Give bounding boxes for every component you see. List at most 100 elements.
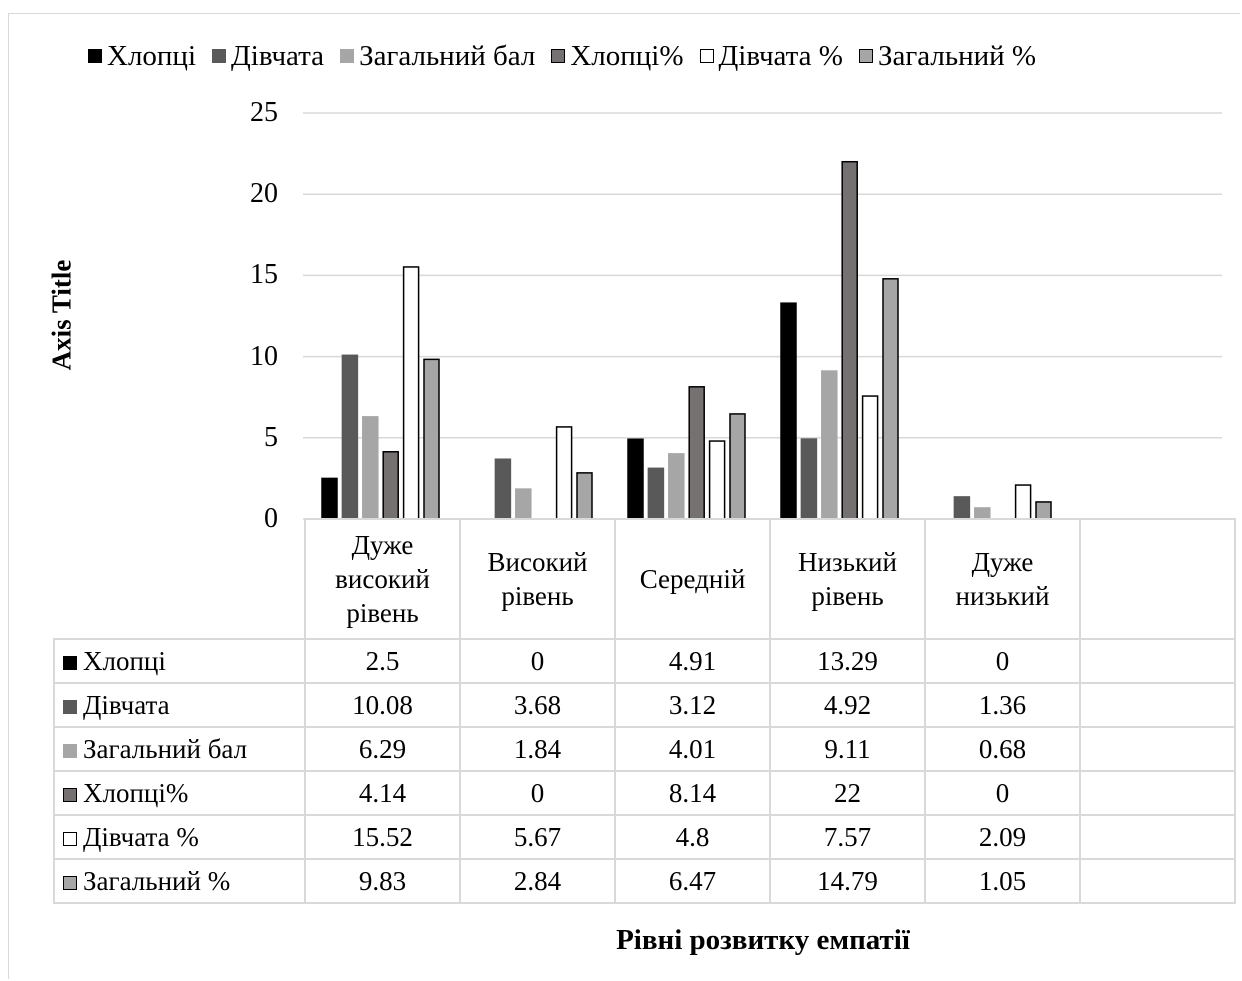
category-label: Низький рівень [769, 518, 926, 640]
row-label: Загальний % [83, 865, 231, 896]
table-row: Загальний бал 6.29 1.84 4.01 9.11 0.68 [53, 726, 1236, 772]
table-cell: 10.08 [304, 682, 461, 728]
legend-label: Загальний бал [359, 39, 536, 72]
legend-label: Хлопці% [570, 39, 684, 72]
x-axis-title: Рівні розвитку емпатії [616, 924, 910, 956]
empty-cell [1079, 858, 1236, 904]
chart-legend: Хлопці Дівчата Загальний бал Хлопці% Дівчата… [88, 38, 1052, 74]
table-cell: 22 [769, 770, 926, 816]
bar [780, 302, 797, 520]
table-cell: 2.5 [304, 638, 461, 684]
category-label-line: Низький [798, 547, 897, 577]
bar [402, 266, 420, 520]
y-tick-label: 20 [250, 178, 278, 210]
legend-item: Дівчата [212, 40, 324, 73]
row-header: Загальний % [53, 858, 306, 904]
legend-label: Хлопці [107, 39, 197, 72]
table-row: Хлопці% 4.14 0 8.14 22 0 [53, 770, 1236, 816]
bar [821, 370, 838, 520]
category-label-line: низький [955, 581, 1050, 611]
table-cell: 0 [459, 770, 616, 816]
bar [861, 395, 879, 520]
table-cell: 6.29 [304, 726, 461, 772]
legend-swatch [63, 744, 77, 759]
table-cell: 9.11 [769, 726, 926, 772]
chart-frame [8, 13, 1240, 979]
y-tick-label: 10 [250, 340, 278, 372]
table-cell: 9.83 [304, 858, 461, 904]
category-label-line: Дуже [971, 547, 1034, 577]
row-header: Дівчата % [53, 814, 306, 860]
table-cell: 2.84 [459, 858, 616, 904]
row-label: Дівчата % [83, 821, 199, 852]
category-label-line: Дуже [351, 530, 414, 560]
category-label-line: високий [335, 564, 430, 594]
table-corner [54, 519, 306, 640]
legend-swatch [551, 49, 566, 63]
table-cell: 4.8 [614, 814, 771, 860]
table-cell: 13.29 [769, 638, 926, 684]
row-label: Загальний бал [83, 733, 248, 764]
table-cell: 15.52 [304, 814, 461, 860]
data-table: Дуже високий рівень Високий рівень Середній Ни… [53, 518, 1236, 904]
bar [688, 386, 705, 520]
bar [953, 496, 971, 520]
bar [1035, 501, 1052, 520]
table-cell: 5.67 [459, 814, 616, 860]
empty-cell [1079, 638, 1236, 684]
bar [555, 426, 573, 520]
category-label: Високий рівень [459, 518, 616, 640]
bar [576, 472, 593, 520]
y-tick-label: 15 [250, 259, 278, 291]
bar [382, 451, 399, 520]
category-label-line: рівень [346, 598, 419, 628]
table-cell: 0 [924, 770, 1081, 816]
empty-cell [1079, 726, 1236, 772]
category-label: Середній [614, 518, 771, 640]
table-cell: 0 [459, 638, 616, 684]
row-label: Дівчата [83, 689, 170, 720]
table-cell: 4.91 [614, 638, 771, 684]
bar [362, 416, 379, 520]
bar [341, 354, 359, 520]
bar [841, 160, 858, 520]
row-label: Хлопці [83, 645, 166, 676]
table-cell: 1.36 [924, 682, 1081, 728]
legend-item: Хлопці% [551, 39, 684, 73]
legend-swatch [63, 656, 77, 671]
legend-swatch [63, 700, 77, 715]
category-label: Дуже низький [924, 518, 1081, 640]
table-cell: 2.09 [924, 814, 1081, 860]
bar [1014, 484, 1032, 520]
empty-cell [1079, 770, 1236, 816]
category-label-line: Середній [639, 564, 746, 594]
bar [627, 438, 644, 520]
table-row: Дівчата % 15.52 5.67 4.8 7.57 2.09 [53, 814, 1236, 860]
legend-swatch [63, 788, 77, 803]
legend-item: Хлопці [88, 40, 196, 73]
legend-swatch [63, 832, 77, 847]
table-row: Дівчата 10.08 3.68 3.12 4.92 1.36 [53, 682, 1236, 728]
table-cell: 4.14 [304, 770, 461, 816]
table-row: Хлопці 2.5 0 4.91 13.29 0 [53, 638, 1236, 684]
table-cell: 8.14 [614, 770, 771, 816]
bar [423, 358, 440, 520]
bar [647, 467, 665, 520]
legend-item: Загальний % [858, 39, 1037, 73]
table-cell: 6.47 [614, 858, 771, 904]
legend-label: Дівчата [231, 39, 325, 72]
table-cell: 3.68 [459, 682, 616, 728]
category-label-line: Високий [487, 547, 588, 577]
table-cell: 14.79 [769, 858, 926, 904]
table-cell: 4.01 [614, 726, 771, 772]
legend-label: Загальний % [877, 39, 1037, 72]
row-header: Хлопці [53, 638, 306, 684]
category-label: Дуже високий рівень [304, 518, 461, 640]
legend-item: Загальний бал [340, 40, 535, 73]
table-cell: 7.57 [769, 814, 926, 860]
category-label-line: рівень [811, 581, 884, 611]
legend-swatch [212, 49, 227, 63]
bar [515, 488, 532, 520]
bar [708, 440, 726, 520]
empty-cell [1079, 682, 1236, 728]
